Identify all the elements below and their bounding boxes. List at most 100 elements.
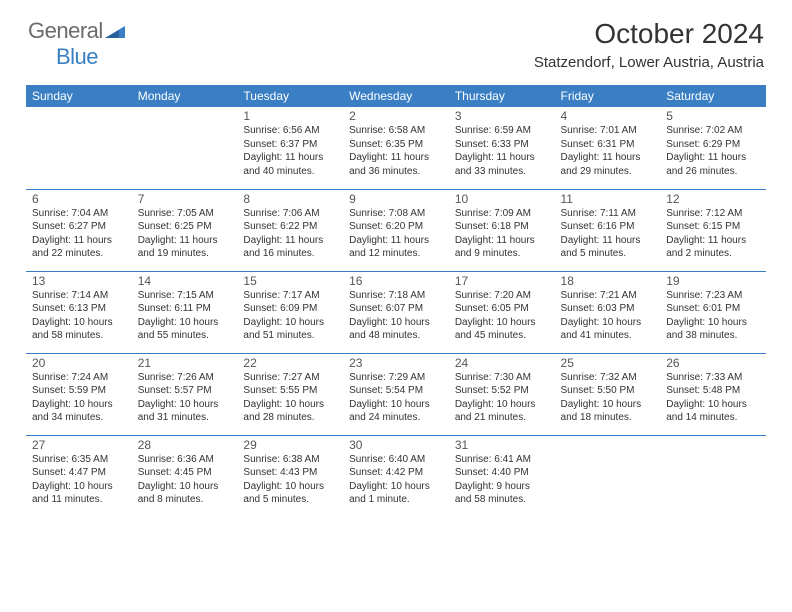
- daylight-text-1: Daylight: 10 hours: [243, 398, 337, 412]
- day-header: Thursday: [449, 85, 555, 107]
- day-info: Sunrise: 6:56 AMSunset: 6:37 PMDaylight:…: [243, 124, 337, 178]
- daylight-text-2: and 58 minutes.: [32, 329, 126, 343]
- calendar-cell: 21Sunrise: 7:26 AMSunset: 5:57 PMDayligh…: [132, 353, 238, 435]
- calendar-cell: 24Sunrise: 7:30 AMSunset: 5:52 PMDayligh…: [449, 353, 555, 435]
- daylight-text-2: and 34 minutes.: [32, 411, 126, 425]
- sunrise-text: Sunrise: 7:21 AM: [561, 289, 655, 303]
- day-info: Sunrise: 7:05 AMSunset: 6:25 PMDaylight:…: [138, 207, 232, 261]
- day-number: 29: [243, 438, 337, 453]
- sunrise-text: Sunrise: 6:36 AM: [138, 453, 232, 467]
- sunrise-text: Sunrise: 7:18 AM: [349, 289, 443, 303]
- calendar-cell-empty: [660, 435, 766, 517]
- month-title: October 2024: [534, 18, 764, 50]
- sunset-text: Sunset: 6:22 PM: [243, 220, 337, 234]
- daylight-text-2: and 18 minutes.: [561, 411, 655, 425]
- calendar-cell: 30Sunrise: 6:40 AMSunset: 4:42 PMDayligh…: [343, 435, 449, 517]
- day-info: Sunrise: 7:30 AMSunset: 5:52 PMDaylight:…: [455, 371, 549, 425]
- daylight-text-2: and 45 minutes.: [455, 329, 549, 343]
- day-number: 15: [243, 274, 337, 289]
- day-info: Sunrise: 6:36 AMSunset: 4:45 PMDaylight:…: [138, 453, 232, 507]
- day-number: 18: [561, 274, 655, 289]
- day-number: 8: [243, 192, 337, 207]
- daylight-text-2: and 38 minutes.: [666, 329, 760, 343]
- sunrise-text: Sunrise: 6:41 AM: [455, 453, 549, 467]
- sunrise-text: Sunrise: 7:32 AM: [561, 371, 655, 385]
- day-number: 2: [349, 109, 443, 124]
- sunrise-text: Sunrise: 7:26 AM: [138, 371, 232, 385]
- sunrise-text: Sunrise: 7:05 AM: [138, 207, 232, 221]
- day-info: Sunrise: 7:11 AMSunset: 6:16 PMDaylight:…: [561, 207, 655, 261]
- logo-text: General Blue: [28, 18, 125, 70]
- daylight-text-2: and 33 minutes.: [455, 165, 549, 179]
- sunrise-text: Sunrise: 7:33 AM: [666, 371, 760, 385]
- sunset-text: Sunset: 5:52 PM: [455, 384, 549, 398]
- calendar-cell: 27Sunrise: 6:35 AMSunset: 4:47 PMDayligh…: [26, 435, 132, 517]
- daylight-text-1: Daylight: 11 hours: [349, 151, 443, 165]
- day-number: 13: [32, 274, 126, 289]
- calendar-cell: 6Sunrise: 7:04 AMSunset: 6:27 PMDaylight…: [26, 189, 132, 271]
- calendar-cell: 18Sunrise: 7:21 AMSunset: 6:03 PMDayligh…: [555, 271, 661, 353]
- calendar-body: 1Sunrise: 6:56 AMSunset: 6:37 PMDaylight…: [26, 107, 766, 517]
- day-info: Sunrise: 7:17 AMSunset: 6:09 PMDaylight:…: [243, 289, 337, 343]
- day-number: 5: [666, 109, 760, 124]
- daylight-text-2: and 41 minutes.: [561, 329, 655, 343]
- calendar-cell: 26Sunrise: 7:33 AMSunset: 5:48 PMDayligh…: [660, 353, 766, 435]
- day-info: Sunrise: 7:29 AMSunset: 5:54 PMDaylight:…: [349, 371, 443, 425]
- daylight-text-2: and 31 minutes.: [138, 411, 232, 425]
- calendar-cell-empty: [555, 435, 661, 517]
- sunset-text: Sunset: 6:07 PM: [349, 302, 443, 316]
- sunset-text: Sunset: 5:48 PM: [666, 384, 760, 398]
- calendar-row: 6Sunrise: 7:04 AMSunset: 6:27 PMDaylight…: [26, 189, 766, 271]
- day-header: Friday: [555, 85, 661, 107]
- sunset-text: Sunset: 5:57 PM: [138, 384, 232, 398]
- calendar-cell: 11Sunrise: 7:11 AMSunset: 6:16 PMDayligh…: [555, 189, 661, 271]
- calendar-cell: 19Sunrise: 7:23 AMSunset: 6:01 PMDayligh…: [660, 271, 766, 353]
- page-header: General Blue October 2024 Statzendorf, L…: [0, 0, 792, 79]
- calendar-cell: 4Sunrise: 7:01 AMSunset: 6:31 PMDaylight…: [555, 107, 661, 189]
- sunset-text: Sunset: 4:47 PM: [32, 466, 126, 480]
- sunrise-text: Sunrise: 7:08 AM: [349, 207, 443, 221]
- day-info: Sunrise: 6:40 AMSunset: 4:42 PMDaylight:…: [349, 453, 443, 507]
- day-header: Wednesday: [343, 85, 449, 107]
- daylight-text-2: and 58 minutes.: [455, 493, 549, 507]
- day-info: Sunrise: 7:18 AMSunset: 6:07 PMDaylight:…: [349, 289, 443, 343]
- day-info: Sunrise: 6:58 AMSunset: 6:35 PMDaylight:…: [349, 124, 443, 178]
- daylight-text-1: Daylight: 10 hours: [138, 480, 232, 494]
- day-number: 21: [138, 356, 232, 371]
- calendar-row: 27Sunrise: 6:35 AMSunset: 4:47 PMDayligh…: [26, 435, 766, 517]
- sunset-text: Sunset: 6:05 PM: [455, 302, 549, 316]
- sunset-text: Sunset: 6:09 PM: [243, 302, 337, 316]
- calendar-cell: 31Sunrise: 6:41 AMSunset: 4:40 PMDayligh…: [449, 435, 555, 517]
- sunrise-text: Sunrise: 7:20 AM: [455, 289, 549, 303]
- daylight-text-1: Daylight: 10 hours: [349, 316, 443, 330]
- sunrise-text: Sunrise: 7:15 AM: [138, 289, 232, 303]
- sunrise-text: Sunrise: 7:29 AM: [349, 371, 443, 385]
- sunset-text: Sunset: 6:01 PM: [666, 302, 760, 316]
- sunrise-text: Sunrise: 7:24 AM: [32, 371, 126, 385]
- day-number: 25: [561, 356, 655, 371]
- daylight-text-2: and 51 minutes.: [243, 329, 337, 343]
- sunset-text: Sunset: 6:15 PM: [666, 220, 760, 234]
- daylight-text-2: and 8 minutes.: [138, 493, 232, 507]
- daylight-text-1: Daylight: 11 hours: [455, 234, 549, 248]
- calendar-cell: 7Sunrise: 7:05 AMSunset: 6:25 PMDaylight…: [132, 189, 238, 271]
- logo-part2: Blue: [56, 44, 98, 69]
- day-header-row: SundayMondayTuesdayWednesdayThursdayFrid…: [26, 85, 766, 107]
- day-info: Sunrise: 7:32 AMSunset: 5:50 PMDaylight:…: [561, 371, 655, 425]
- sunset-text: Sunset: 5:50 PM: [561, 384, 655, 398]
- day-info: Sunrise: 7:06 AMSunset: 6:22 PMDaylight:…: [243, 207, 337, 261]
- sunrise-text: Sunrise: 7:09 AM: [455, 207, 549, 221]
- calendar-cell: 15Sunrise: 7:17 AMSunset: 6:09 PMDayligh…: [237, 271, 343, 353]
- day-header: Sunday: [26, 85, 132, 107]
- daylight-text-2: and 24 minutes.: [349, 411, 443, 425]
- day-number: 24: [455, 356, 549, 371]
- daylight-text-1: Daylight: 11 hours: [243, 234, 337, 248]
- sunrise-text: Sunrise: 7:17 AM: [243, 289, 337, 303]
- brand-logo: General Blue: [28, 18, 125, 70]
- day-number: 1: [243, 109, 337, 124]
- daylight-text-1: Daylight: 11 hours: [666, 234, 760, 248]
- sunrise-text: Sunrise: 6:59 AM: [455, 124, 549, 138]
- daylight-text-2: and 26 minutes.: [666, 165, 760, 179]
- daylight-text-1: Daylight: 11 hours: [561, 234, 655, 248]
- daylight-text-2: and 14 minutes.: [666, 411, 760, 425]
